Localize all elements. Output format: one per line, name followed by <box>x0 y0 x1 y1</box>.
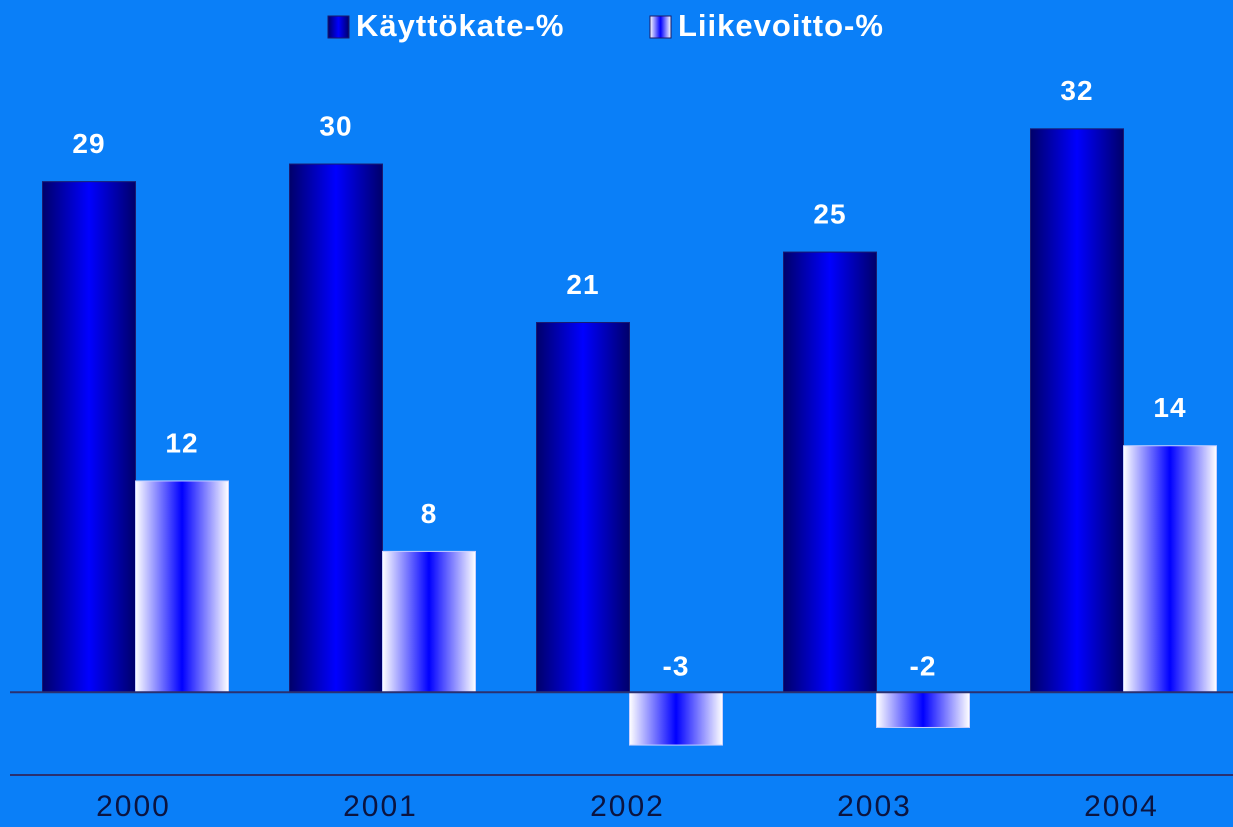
data-label: 25 <box>813 198 846 229</box>
data-label: 21 <box>566 269 599 300</box>
legend-label: Liikevoitto-% <box>678 8 884 43</box>
bar <box>382 550 476 693</box>
data-label: 8 <box>421 498 438 529</box>
bar <box>536 321 630 693</box>
bar <box>629 691 723 746</box>
bar <box>783 251 877 693</box>
x-tick-label: 2000 <box>96 790 171 823</box>
data-label: -3 <box>663 651 690 682</box>
data-label: 12 <box>165 427 198 458</box>
data-label: 32 <box>1060 75 1093 106</box>
bar <box>876 691 970 728</box>
x-tick-label: 2003 <box>837 790 912 823</box>
bar <box>135 480 229 693</box>
x-tick-label: 2001 <box>343 790 418 823</box>
bar <box>1030 128 1124 693</box>
legend-swatch <box>649 15 672 39</box>
x-tick-label: 2002 <box>590 790 665 823</box>
x-tick-label: 2004 <box>1084 790 1159 823</box>
bar <box>1123 445 1217 693</box>
legend-swatch <box>327 15 350 39</box>
bar <box>42 181 136 693</box>
data-label: 30 <box>319 110 352 141</box>
bar <box>289 163 383 693</box>
data-label: 14 <box>1153 392 1186 423</box>
legend-label: Käyttökate-% <box>356 8 564 43</box>
data-label: -2 <box>910 651 937 682</box>
data-label: 29 <box>72 128 105 159</box>
